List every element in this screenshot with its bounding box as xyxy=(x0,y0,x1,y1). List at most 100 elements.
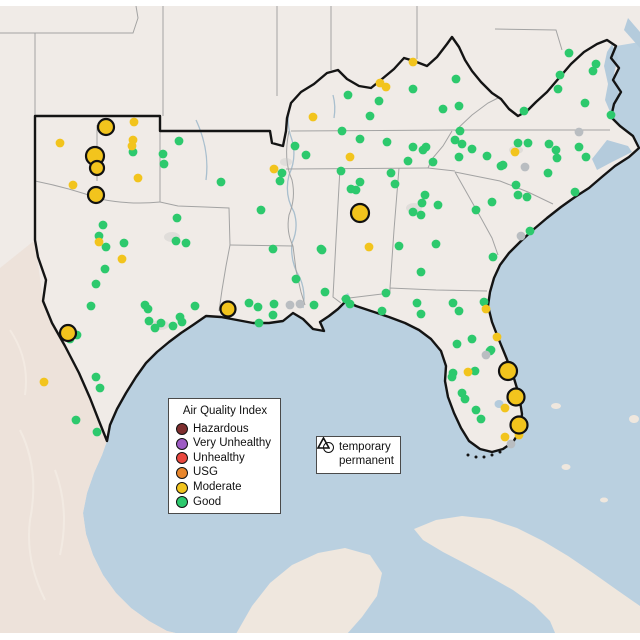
station-marker-good xyxy=(479,297,489,307)
station-marker-good xyxy=(91,279,101,289)
station-marker-good xyxy=(95,383,105,393)
station-marker-moderate xyxy=(500,432,510,442)
station-marker-no-data xyxy=(285,300,295,310)
legend-color-dot xyxy=(176,423,188,436)
state-borders xyxy=(0,5,610,312)
station-marker-good xyxy=(365,111,375,121)
station-marker-good xyxy=(588,66,598,76)
legend-color-dot xyxy=(176,452,188,465)
station-marker-good xyxy=(337,126,347,136)
station-marker-good xyxy=(488,252,498,262)
station-marker-good xyxy=(452,339,462,349)
station-marker-good xyxy=(408,84,418,94)
station-marker-good xyxy=(168,321,178,331)
station-marker-good xyxy=(144,316,154,326)
station-marker-good xyxy=(172,213,182,223)
station-marker-good xyxy=(606,110,616,120)
legend-item-hazardous: Hazardous xyxy=(176,422,274,437)
station-marker-moderate xyxy=(408,57,418,67)
station-marker-moderate xyxy=(381,82,391,92)
station-marker-good xyxy=(177,317,187,327)
station-marker-good xyxy=(523,138,533,148)
cuba xyxy=(414,516,640,640)
station-marker-good xyxy=(467,334,477,344)
station-marker-good xyxy=(513,138,523,148)
station-marker-good xyxy=(551,145,561,155)
legend-item-label: Unhealthy xyxy=(193,451,245,464)
station-marker-good xyxy=(100,264,110,274)
station-marker-good xyxy=(522,192,532,202)
station-marker-good xyxy=(471,205,481,215)
station-marker-good xyxy=(336,166,346,176)
station-marker-moderate-temporary-large xyxy=(58,323,78,343)
legend-item-moderate: Moderate xyxy=(176,480,274,495)
station-marker-good xyxy=(438,104,448,114)
station-marker-moderate xyxy=(94,237,104,247)
triangle-symbol-icon xyxy=(317,437,335,468)
legend-item-very-unhealthy: Very Unhealthy xyxy=(176,437,274,452)
station-marker-good xyxy=(555,70,565,80)
station-marker-moderate xyxy=(364,242,374,252)
legend-item-label: Moderate xyxy=(193,480,242,493)
station-marker-good xyxy=(447,372,457,382)
legend-item-unhealthy: Unhealthy xyxy=(176,451,274,466)
legend-color-dot xyxy=(176,437,188,450)
station-marker-no-data xyxy=(481,350,491,360)
station-marker-good xyxy=(574,142,584,152)
station-marker-good xyxy=(71,415,81,425)
station-marker-good xyxy=(309,300,319,310)
station-marker-good xyxy=(467,144,477,154)
legend-color-dot xyxy=(176,467,188,480)
station-marker-good xyxy=(343,90,353,100)
legend-item-usg: USG xyxy=(176,466,274,481)
station-marker-good xyxy=(403,156,413,166)
station-marker-good xyxy=(351,185,361,195)
station-marker-moderate-temporary-large xyxy=(88,159,106,177)
station-marker-good xyxy=(450,135,460,145)
station-marker-good xyxy=(416,309,426,319)
mexico-terrain xyxy=(0,240,180,634)
station-marker-moderate-temporary-large xyxy=(506,387,526,407)
station-marker-moderate xyxy=(463,367,473,377)
station-marker-good xyxy=(91,372,101,382)
yucatan xyxy=(236,548,382,634)
station-marker-good xyxy=(454,101,464,111)
station-marker-no-data xyxy=(516,231,526,241)
legend-item-label: temporary xyxy=(339,440,391,453)
frame-top xyxy=(0,0,640,6)
station-marker-no-data xyxy=(520,162,530,172)
legend-item-label: USG xyxy=(193,466,218,479)
station-marker-good xyxy=(381,288,391,298)
station-marker-good xyxy=(268,310,278,320)
station-marker-moderate xyxy=(127,141,137,151)
station-marker-moderate xyxy=(345,152,355,162)
florida-keys xyxy=(466,450,502,459)
station-marker-good xyxy=(355,134,365,144)
station-marker-moderate xyxy=(500,403,510,413)
station-marker-moderate xyxy=(117,254,127,264)
station-marker-good xyxy=(519,106,529,116)
station-marker-good xyxy=(433,200,443,210)
station-marker-good xyxy=(543,168,553,178)
legend-color-dot xyxy=(176,496,188,509)
station-marker-good xyxy=(454,306,464,316)
station-marker-good xyxy=(320,287,330,297)
station-marker-good xyxy=(254,318,264,328)
station-marker-good xyxy=(256,205,266,215)
station-marker-moderate-temporary-large xyxy=(349,202,371,224)
station-marker-good xyxy=(460,394,470,404)
station-marker-good xyxy=(417,198,427,208)
station-marker-good xyxy=(158,149,168,159)
legend-item-permanent: permanent xyxy=(317,437,395,470)
station-marker-good xyxy=(416,267,426,277)
station-marker-good xyxy=(377,306,387,316)
station-marker-good xyxy=(455,126,465,136)
aqi-legend-title: Air Quality Index xyxy=(182,405,268,417)
station-marker-no-data xyxy=(574,127,584,137)
station-marker-moderate xyxy=(55,138,65,148)
station-marker-good xyxy=(216,177,226,187)
station-marker-good xyxy=(386,168,396,178)
station-marker-good xyxy=(171,236,181,246)
symbol-legend-rows: temporary permanent xyxy=(317,437,395,470)
legend-item-temporary: temporary xyxy=(322,440,395,455)
